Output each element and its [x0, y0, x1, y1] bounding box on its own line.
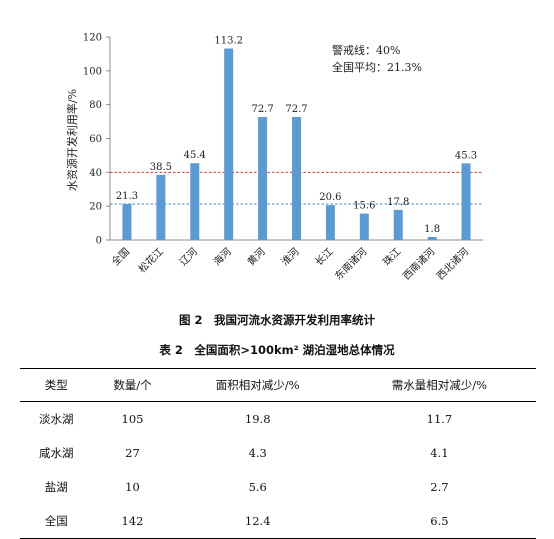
x-tick-label: 西北诸河 [434, 246, 471, 283]
header-area-reduction: 面积相对减少/% [172, 368, 343, 402]
bar [461, 163, 471, 240]
y-tick-label: 100 [83, 66, 102, 77]
bar [258, 117, 268, 240]
bar [325, 205, 335, 240]
table-header-row: 类型 数量/个 面积相对减少/% 需水量相对减少/% [20, 368, 536, 402]
bar-value-label: 45.3 [455, 150, 477, 161]
cell-area: 19.8 [244, 412, 271, 426]
cell-water: 4.1 [430, 446, 449, 460]
cell-water: 2.7 [430, 480, 449, 494]
x-tick-label: 海河 [210, 245, 233, 268]
bar [393, 209, 403, 240]
cell-area: 4.3 [248, 446, 267, 460]
bar [156, 174, 166, 240]
x-tick-label: 黄河 [244, 245, 267, 268]
bar-value-label: 45.4 [184, 150, 206, 161]
cell-count: 27 [125, 446, 140, 460]
cell-water: 11.7 [426, 412, 453, 426]
cell-area: 12.4 [172, 504, 343, 539]
y-tick-label: 40 [89, 168, 102, 179]
bar [190, 163, 200, 240]
header-water-demand-reduction: 需水量相对减少/% [342, 368, 536, 402]
y-tick-label: 20 [89, 202, 102, 213]
bar [122, 203, 132, 240]
cell-type: 全国 [20, 504, 93, 539]
bar-value-label: 15.6 [353, 201, 375, 212]
bar-value-label: 21.3 [116, 191, 138, 202]
table-row: 盐湖 10 5.6 2.7 [20, 470, 536, 504]
bar-value-label: 113.2 [214, 36, 243, 47]
x-tick-label: 西南诸河 [400, 245, 437, 282]
y-tick-label: 80 [89, 100, 102, 111]
average-line-label: 全国平均：21.3% [332, 60, 422, 74]
cell-water: 6.5 [342, 504, 536, 539]
table-row: 淡水湖 105 19.8 11.7 [20, 402, 536, 437]
bar-value-label: 38.5 [150, 162, 172, 173]
x-tick-label: 全国 [109, 245, 132, 268]
bar-value-label: 72.7 [251, 104, 273, 115]
cell-area: 5.6 [248, 480, 267, 494]
header-type: 类型 [20, 368, 93, 402]
cell-count: 142 [92, 504, 173, 539]
x-tick-label: 松花江 [136, 245, 166, 275]
cell-type: 淡水湖 [38, 412, 74, 426]
bar [427, 236, 437, 240]
header-count: 数量/个 [92, 368, 173, 402]
bar-value-label: 72.7 [285, 104, 307, 115]
y-axis-label: 水资源开发利用率/% [65, 89, 79, 191]
table-caption: 表 2 全国面积>100km² 湖泊湿地总体情况 [159, 343, 395, 357]
x-tick-label: 辽河 [177, 246, 200, 269]
x-tick-label: 珠江 [380, 245, 403, 268]
cell-type: 咸水湖 [38, 446, 74, 460]
bar [292, 117, 301, 240]
y-tick-label: 0 [96, 236, 102, 247]
y-tick-label: 120 [83, 33, 102, 44]
x-tick-label: 东南诸河 [332, 245, 369, 282]
bar [359, 213, 369, 240]
y-tick-label: 60 [89, 134, 102, 145]
bar [224, 48, 234, 241]
cell-type: 盐湖 [44, 480, 68, 494]
x-tick-label: 长江 [313, 246, 336, 269]
lake-wetland-table: 类型 数量/个 面积相对减少/% 需水量相对减少/% 淡水湖 105 19.8 … [20, 368, 536, 539]
figure-caption: 图 2 我国河流水资源开发利用率统计 [178, 313, 375, 327]
cell-count: 10 [125, 480, 140, 494]
table-row: 咸水湖 27 4.3 4.1 [20, 436, 536, 470]
bar-chart: 水资源开发利用率/% 0 20 40 60 80 100 120 21.3 全国 38.5 松花江 4… [65, 33, 483, 283]
warning-line-label: 警戒线：40% [332, 43, 400, 57]
cell-count: 105 [121, 412, 144, 426]
bar-value-label: 20.6 [319, 192, 341, 203]
table-row: 全国 142 12.4 6.5 [20, 504, 536, 539]
x-tick-label: 淮河 [279, 246, 302, 269]
bar-value-label: 17.8 [387, 197, 409, 208]
bar-value-label: 1.8 [424, 224, 440, 235]
